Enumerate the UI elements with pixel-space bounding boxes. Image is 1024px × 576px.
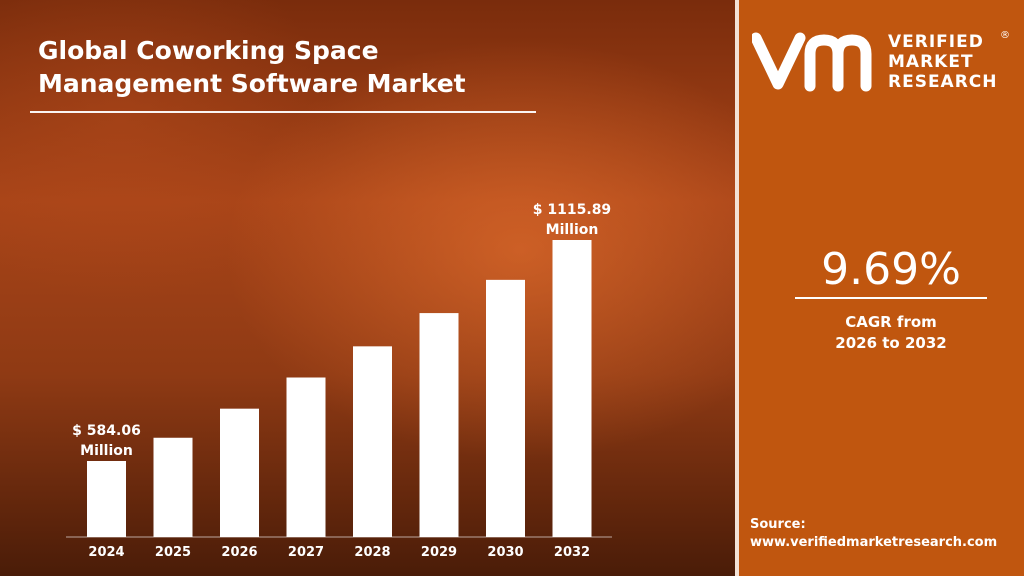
cagr-value: 9.69% xyxy=(821,244,961,295)
tick-label-2027: 2027 xyxy=(288,545,324,560)
stats-panel xyxy=(739,0,1024,576)
bar-2027 xyxy=(286,377,326,537)
data-label-2032-line-2: Million xyxy=(546,222,599,238)
tick-label-2024: 2024 xyxy=(88,545,124,560)
bar-2029 xyxy=(419,313,459,537)
source-label: Source: xyxy=(750,517,806,532)
registered-mark: ® xyxy=(1000,30,1010,41)
bar-2032 xyxy=(552,240,592,537)
brand-line-3: RESEARCH xyxy=(888,72,998,92)
data-label-2024-line-1: $ 584.06 xyxy=(72,423,141,439)
bar-chart: 2024 2025 2026 2027 2028 2029 2030 2032 $ 584.06… xyxy=(0,0,735,576)
brand-name: VERIFIED MARKET RESEARCH xyxy=(888,32,998,92)
source-url[interactable]: www.verifiedmarketresearch.com xyxy=(750,535,998,550)
data-label-2032-line-1: $ 1115.89 xyxy=(533,202,611,218)
bar-2030 xyxy=(486,279,525,537)
brand-line-1: VERIFIED xyxy=(888,32,984,52)
page-title: Global Coworking Space Management Softwa… xyxy=(38,34,558,100)
tick-label-2028: 2028 xyxy=(354,545,390,560)
cagr-label-line-1: CAGR from xyxy=(845,313,937,331)
tick-label-2029: 2029 xyxy=(421,545,457,560)
bar-2024 xyxy=(87,461,126,537)
tick-label-2025: 2025 xyxy=(155,545,191,560)
title-underline xyxy=(30,111,536,113)
source-note: Source: www.verifiedmarketresearch.com xyxy=(750,516,997,552)
title-line-2: Management Software Market xyxy=(38,69,466,98)
cagr-label: CAGR from 2026 to 2032 xyxy=(795,312,987,354)
data-label-2024-line-2: Million xyxy=(80,443,133,459)
tick-label-2030: 2030 xyxy=(487,545,523,560)
bar-2025 xyxy=(153,437,193,537)
cagr-label-line-2: 2026 to 2032 xyxy=(835,334,947,352)
tick-label-2032: 2032 xyxy=(554,545,590,560)
cagr-divider xyxy=(795,297,987,299)
title-line-1: Global Coworking Space xyxy=(38,36,379,65)
vmr-logo-icon xyxy=(752,32,872,92)
panel-divider xyxy=(735,0,739,576)
brand-line-2: MARKET xyxy=(888,52,974,72)
tick-label-2026: 2026 xyxy=(221,545,257,560)
bar-2028 xyxy=(353,346,392,537)
bar-2026 xyxy=(220,408,259,537)
brand-logo: VERIFIED MARKET RESEARCH ® xyxy=(752,30,1012,100)
